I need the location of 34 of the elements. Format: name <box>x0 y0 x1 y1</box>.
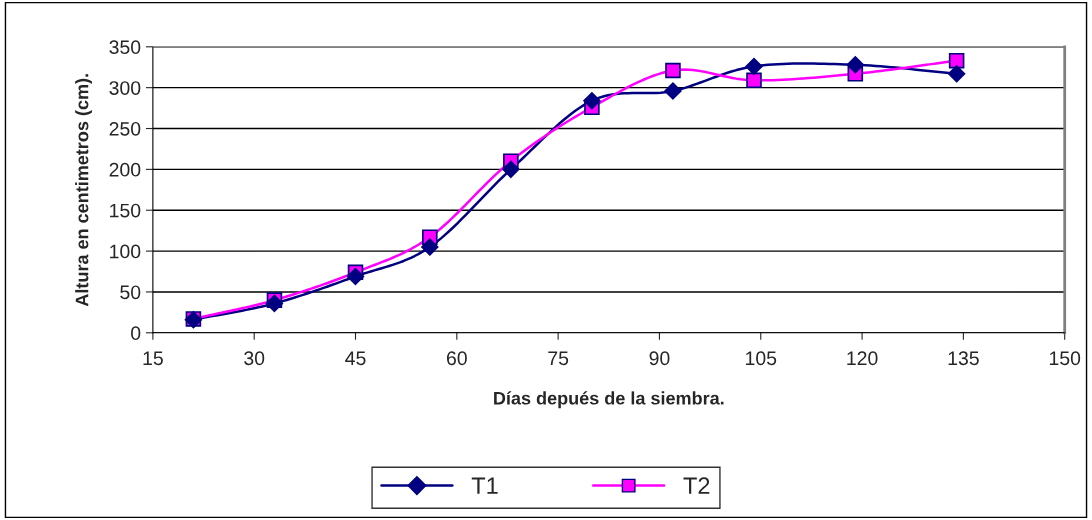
point <box>948 52 965 69</box>
point <box>745 57 763 76</box>
point <box>421 238 439 256</box>
legend-label: T1 <box>471 477 498 494</box>
y-tick-label: 50 <box>120 285 141 300</box>
y-tick-label: 100 <box>110 244 141 259</box>
x-tick-label: 45 <box>345 351 366 366</box>
y-tick-label: 150 <box>110 203 141 218</box>
legend-label: T2 <box>683 477 710 494</box>
point <box>665 62 681 79</box>
x-tick-label: 15 <box>143 351 163 366</box>
point <box>947 65 966 83</box>
x-tick-label: 30 <box>244 351 265 366</box>
x-tick-label: 120 <box>847 351 878 366</box>
point <box>664 82 682 100</box>
x-tick-label: 150 <box>1049 351 1081 366</box>
y-tick-label: 200 <box>109 162 141 177</box>
y-axis-title: Altura en centimetros (cm). <box>75 74 92 307</box>
point <box>583 92 601 110</box>
x-tick-label: 75 <box>548 351 569 366</box>
y-tick-label: 250 <box>109 121 141 136</box>
y-tick-label: 300 <box>109 81 141 95</box>
x-tick-label: 105 <box>746 351 777 366</box>
point <box>846 56 865 74</box>
point <box>746 72 762 89</box>
point <box>265 294 284 313</box>
x-tick-label: 135 <box>948 351 979 366</box>
x-tick-label: 60 <box>446 351 467 366</box>
x-axis-title: Días depués de la siembra. <box>494 391 724 409</box>
y-tick-label: 0 <box>131 326 141 341</box>
x-tick-label: 90 <box>649 351 670 366</box>
point <box>346 267 365 286</box>
point <box>502 160 520 179</box>
y-tick-label: 350 <box>109 40 141 55</box>
